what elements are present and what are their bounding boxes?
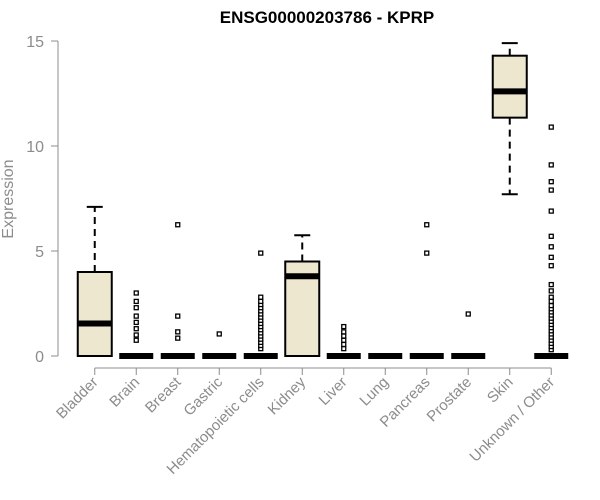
- outlier-point: [133, 313, 139, 319]
- box-prostate: [451, 311, 486, 359]
- outlier-point: [258, 298, 264, 305]
- outlier-point: [341, 333, 347, 339]
- outlier-point: [341, 341, 347, 348]
- x-tick-label: Kidney: [265, 373, 310, 418]
- outlier-point: [341, 329, 347, 335]
- outlier-point: [175, 335, 181, 341]
- outlier-point: [133, 326, 139, 332]
- outlier-point: [548, 294, 554, 300]
- y-tick-label: 5: [35, 244, 44, 261]
- box-pancreas: [409, 222, 444, 359]
- outlier-point: [175, 329, 181, 335]
- x-tick-label: Prostate: [424, 374, 476, 426]
- outlier-point: [133, 298, 139, 305]
- outlier-point: [175, 222, 181, 228]
- outlier-point: [258, 250, 264, 256]
- y-tick-label: 10: [26, 139, 44, 156]
- outlier-point: [548, 254, 554, 260]
- y-tick-label: 15: [26, 34, 44, 51]
- box-breast: [160, 222, 195, 359]
- outlier-point: [548, 281, 554, 288]
- iqr-box: [76, 271, 113, 357]
- outlier-point: [175, 313, 181, 319]
- box-series: [76, 42, 569, 359]
- outlier-point: [465, 311, 471, 317]
- outlier-point: [341, 337, 347, 343]
- x-tick-label: Bladder: [53, 374, 102, 423]
- outlier-point: [424, 250, 430, 256]
- outlier-point: [548, 298, 554, 305]
- outlier-point: [133, 332, 139, 338]
- outlier-point: [133, 319, 139, 326]
- x-tick-label: Skin: [484, 374, 517, 407]
- box-liver: [326, 323, 361, 359]
- outlier-point: [548, 187, 554, 193]
- outlier-point: [548, 208, 554, 214]
- x-tick-label: Liver: [316, 374, 351, 409]
- y-tick-label: 0: [35, 349, 44, 366]
- box-brain: [119, 290, 154, 359]
- x-tick-label: Brain: [106, 374, 143, 411]
- outlier-point: [548, 288, 554, 294]
- outlier-point: [341, 323, 347, 330]
- outlier-point: [424, 222, 430, 228]
- outlier-point: [548, 162, 554, 168]
- box-bladder: [76, 205, 113, 357]
- outlier-point: [548, 124, 554, 130]
- box-gastric: [202, 331, 237, 359]
- box-unknown-other: [534, 124, 569, 359]
- outlier-point: [548, 244, 554, 250]
- outlier-point: [548, 233, 554, 239]
- outlier-point: [548, 263, 554, 269]
- outlier-point: [133, 290, 139, 296]
- outlier-point: [548, 302, 554, 309]
- outlier-point: [133, 337, 139, 343]
- outlier-point: [341, 345, 347, 352]
- y-axis-label: Expression: [0, 159, 17, 238]
- outlier-point: [258, 294, 264, 300]
- box-skin: [491, 42, 528, 196]
- outlier-point: [133, 305, 139, 311]
- y-axis: 0 5 10 15: [26, 34, 59, 366]
- box-hematopoietic-cells: [243, 250, 278, 359]
- outlier-point: [548, 179, 554, 185]
- x-tick-label: Lung: [356, 374, 392, 410]
- box-kidney: [284, 234, 321, 357]
- chart-title: ENSG00000203786 - KPRP: [220, 8, 435, 27]
- iqr-box: [491, 54, 528, 119]
- outlier-point: [216, 331, 222, 337]
- x-tick-label: Breast: [142, 373, 185, 416]
